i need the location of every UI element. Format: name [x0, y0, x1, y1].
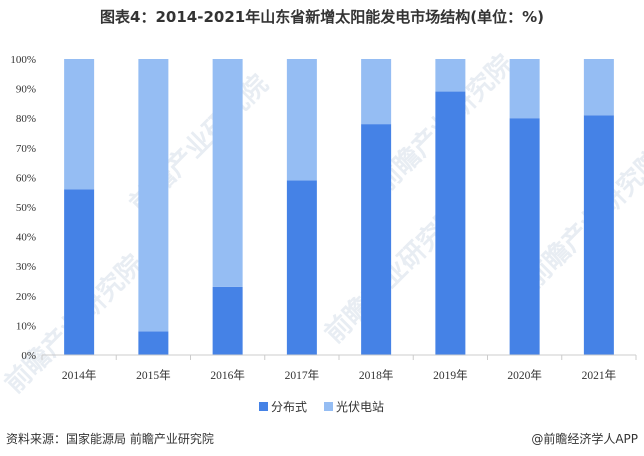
- bar-series2-3: [286, 59, 317, 181]
- bar-series1-2: [212, 286, 243, 355]
- x-axis: 2014年 2015年 2016年 2017年 2018年 2019年 2020年 2021年: [41, 354, 637, 382]
- x-tick-label: 2014年: [62, 368, 97, 382]
- brand-credit: @前瞻经济学人APP: [531, 432, 638, 446]
- bars-layer: [64, 59, 614, 356]
- x-tick-label: 2021年: [582, 368, 617, 382]
- bar-series1-3: [286, 180, 317, 355]
- legend-swatch-1: [259, 402, 268, 411]
- source-note: 资料来源：国家能源局 前瞻产业研究院: [6, 432, 214, 446]
- bar-series1-6: [509, 118, 540, 355]
- bar-series2-6: [509, 59, 540, 119]
- bar-series1-7: [583, 115, 614, 356]
- bar-series1-4: [361, 124, 392, 356]
- y-tick-label: 100%: [10, 54, 36, 66]
- x-tick-label: 2017年: [285, 368, 320, 382]
- x-tick-label: 2016年: [210, 368, 245, 382]
- bar-series2-2: [212, 59, 243, 287]
- x-tick-label: 2019年: [433, 368, 468, 382]
- bar-series2-5: [435, 59, 466, 92]
- bar-series2-0: [64, 59, 95, 190]
- y-tick-label: 60%: [16, 172, 36, 184]
- watermark-layer: 前瞻产业研究院前瞻产业研究院前瞻产业研究院前瞻产业研究院前瞻产业研究院: [0, 49, 644, 400]
- y-axis: 0% 10% 20% 30% 40% 50% 60% 70% 80% 90% 100%: [10, 54, 36, 362]
- y-tick-label: 50%: [16, 202, 36, 214]
- y-tick-label: 0%: [21, 350, 36, 362]
- y-tick-label: 20%: [16, 291, 36, 303]
- bar-series2-4: [361, 59, 392, 125]
- legend-label-1: 分布式: [271, 400, 307, 414]
- bar-series1-1: [138, 331, 169, 355]
- y-tick-label: 90%: [16, 84, 36, 96]
- legend-label-2: 光伏电站: [336, 400, 384, 414]
- y-tick-label: 40%: [16, 232, 36, 244]
- x-tick-label: 2015年: [136, 368, 171, 382]
- x-tick-label: 2018年: [359, 368, 394, 382]
- bar-series2-7: [583, 59, 614, 116]
- chart-title: 图表4：2014-2021年山东省新增太阳能发电市场结构(单位：%): [100, 8, 544, 26]
- legend: 分布式 光伏电站: [259, 400, 384, 414]
- x-tick-label: 2020年: [507, 368, 542, 382]
- y-tick-label: 30%: [16, 261, 36, 273]
- bar-series1-5: [435, 91, 466, 355]
- legend-swatch-2: [324, 402, 333, 411]
- y-tick-label: 10%: [16, 320, 36, 332]
- y-tick-label: 80%: [16, 113, 36, 125]
- bar-series1-0: [64, 189, 95, 355]
- bar-series2-1: [138, 59, 169, 332]
- y-tick-label: 70%: [16, 143, 36, 155]
